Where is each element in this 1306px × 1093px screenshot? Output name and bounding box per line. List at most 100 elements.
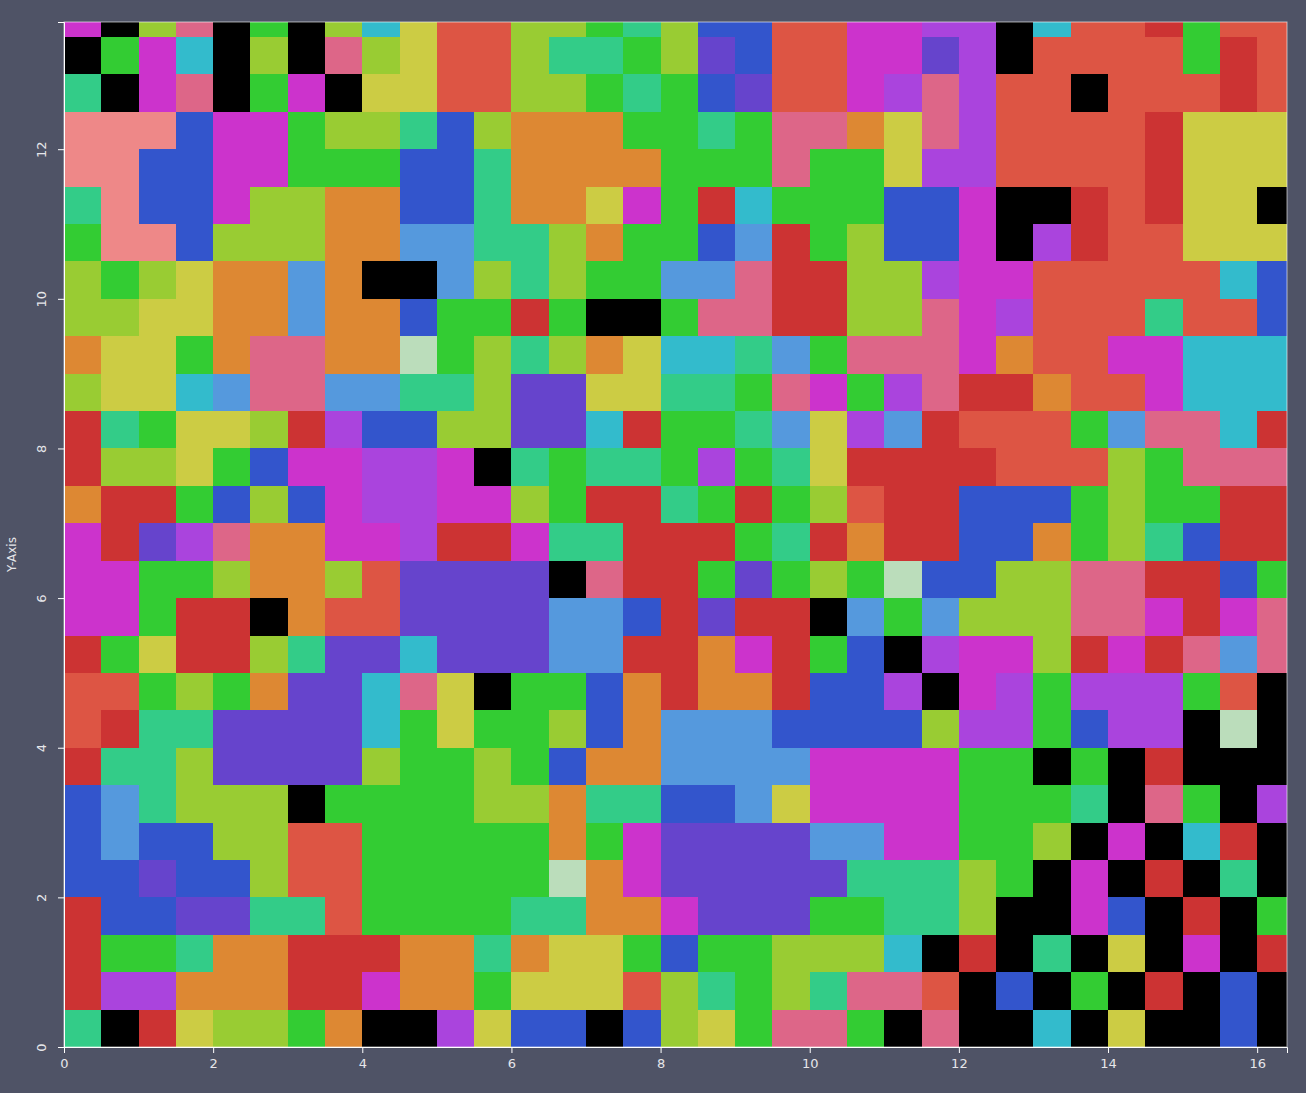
grain-cell xyxy=(1257,299,1287,337)
grain-cell xyxy=(437,1010,475,1047)
grain-cell xyxy=(139,187,177,225)
grain-cell xyxy=(1220,935,1258,973)
grain-cell xyxy=(1220,224,1258,262)
grain-cell xyxy=(1071,523,1109,561)
grain-cell xyxy=(884,149,922,187)
grain-cell xyxy=(474,1010,512,1047)
grain-cell xyxy=(176,37,214,75)
chart-svg: 0246810121416024681012Y-Axis xyxy=(0,0,1306,1093)
grain-cell xyxy=(996,748,1034,786)
grain-cell xyxy=(1257,411,1287,449)
grain-cell xyxy=(996,1010,1034,1047)
grain-cell xyxy=(698,823,736,861)
grain-cell xyxy=(549,74,587,112)
grain-cell xyxy=(1145,561,1183,599)
grain-cell xyxy=(1108,673,1146,711)
grain-cell xyxy=(810,336,848,374)
grain-cell xyxy=(288,1010,326,1047)
grain-cell xyxy=(1183,598,1221,636)
grain-cell xyxy=(1071,74,1109,112)
grain-cell xyxy=(549,486,587,524)
grain-cell xyxy=(549,1010,587,1047)
grain-cell xyxy=(549,935,587,973)
grain-cell xyxy=(101,336,139,374)
grain-cell xyxy=(735,860,773,898)
x-tick-mark xyxy=(661,1047,662,1053)
grain-cell xyxy=(959,374,997,412)
grain-cell xyxy=(959,1010,997,1047)
grain-cell xyxy=(698,486,736,524)
grain-cell xyxy=(1257,935,1287,973)
grain-cell xyxy=(1071,673,1109,711)
grain-cell xyxy=(511,22,549,37)
grain-cell xyxy=(511,149,549,187)
grain-cell xyxy=(1071,785,1109,823)
grain-cell xyxy=(288,897,326,935)
grain-cell xyxy=(213,336,251,374)
grain-cell xyxy=(1220,598,1258,636)
grain-cell xyxy=(64,523,102,561)
grain-cell xyxy=(996,561,1034,599)
grain-cell xyxy=(64,823,102,861)
grain-cell xyxy=(64,261,102,299)
grain-cell xyxy=(101,860,139,898)
grain-cell xyxy=(362,972,400,1010)
grain-cell xyxy=(288,486,326,524)
grain-cell xyxy=(1220,448,1258,486)
grain-cell xyxy=(437,37,475,75)
grain-cell xyxy=(250,823,288,861)
grain-cell xyxy=(772,448,810,486)
grain-cell xyxy=(1108,636,1146,674)
grain-cell xyxy=(437,561,475,599)
grain-cell xyxy=(735,636,773,674)
grain-cell xyxy=(1257,785,1287,823)
grain-cell xyxy=(884,710,922,748)
grain-cell xyxy=(1033,785,1071,823)
grain-cell xyxy=(1071,561,1109,599)
grain-cell xyxy=(437,261,475,299)
y-tick-mark xyxy=(58,1047,64,1048)
grain-cell xyxy=(325,448,363,486)
grain-cell xyxy=(437,636,475,674)
grain-cell xyxy=(362,187,400,225)
grain-cell xyxy=(772,112,810,150)
grain-cell xyxy=(922,22,960,37)
grain-cell xyxy=(139,561,177,599)
grain-cell xyxy=(586,897,624,935)
grain-cell xyxy=(400,785,438,823)
grain-cell xyxy=(511,935,549,973)
grain-cell xyxy=(586,149,624,187)
grain-cell xyxy=(661,448,699,486)
grain-cell xyxy=(549,336,587,374)
grain-cell xyxy=(1071,823,1109,861)
x-tick-label: 8 xyxy=(657,1056,665,1071)
grain-cell xyxy=(884,448,922,486)
grain-cell xyxy=(810,785,848,823)
grain-cell xyxy=(176,897,214,935)
grain-cell xyxy=(884,299,922,337)
grain-cell xyxy=(959,22,997,37)
grain-cell xyxy=(1108,336,1146,374)
grain-cell xyxy=(437,486,475,524)
grain-cell xyxy=(437,448,475,486)
grain-cell xyxy=(511,224,549,262)
grain-cell xyxy=(64,1010,102,1047)
grain-cell xyxy=(437,411,475,449)
grain-cell xyxy=(959,187,997,225)
grain-cell xyxy=(1183,823,1221,861)
grain-cell xyxy=(362,448,400,486)
grain-cell xyxy=(698,374,736,412)
grain-cell xyxy=(1183,486,1221,524)
grain-cell xyxy=(1071,448,1109,486)
grain-cell xyxy=(288,448,326,486)
grain-cell xyxy=(810,74,848,112)
grain-cell xyxy=(735,37,773,75)
grain-cell xyxy=(250,149,288,187)
grain-cell xyxy=(101,598,139,636)
grain-cell xyxy=(772,598,810,636)
grain-cell xyxy=(922,74,960,112)
grain-cell xyxy=(772,374,810,412)
grain-cell xyxy=(176,411,214,449)
grain-cell xyxy=(400,748,438,786)
grain-cell xyxy=(474,935,512,973)
